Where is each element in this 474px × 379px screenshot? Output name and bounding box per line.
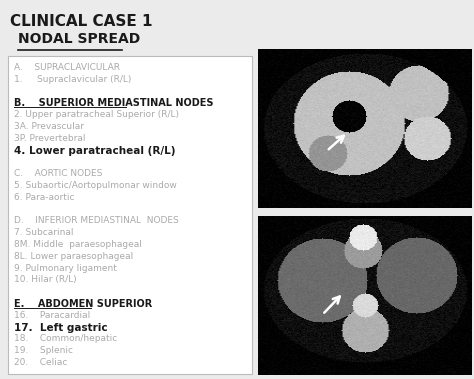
Text: NODAL SPREAD: NODAL SPREAD bbox=[18, 32, 140, 46]
Text: CLINICAL CASE 1: CLINICAL CASE 1 bbox=[10, 14, 153, 29]
Text: D.    INFERIOR MEDIASTINAL  NODES: D. INFERIOR MEDIASTINAL NODES bbox=[14, 216, 179, 226]
Text: 1.     Supraclavicular (R/L): 1. Supraclavicular (R/L) bbox=[14, 75, 131, 84]
Text: 4. Lower paratracheal (R/L): 4. Lower paratracheal (R/L) bbox=[14, 146, 175, 156]
Text: C.    AORTIC NODES: C. AORTIC NODES bbox=[14, 169, 102, 178]
Text: E.    ABDOMEN SUPERIOR: E. ABDOMEN SUPERIOR bbox=[14, 299, 152, 309]
Text: 2. Upper paratracheal Superior (R/L): 2. Upper paratracheal Superior (R/L) bbox=[14, 110, 179, 119]
Text: 10. Hilar (R/L): 10. Hilar (R/L) bbox=[14, 276, 77, 284]
Text: A.    SUPRACLAVICULAR: A. SUPRACLAVICULAR bbox=[14, 63, 120, 72]
Text: B.    SUPERIOR MEDIASTINAL NODES: B. SUPERIOR MEDIASTINAL NODES bbox=[14, 99, 213, 108]
Text: 19.    Splenic: 19. Splenic bbox=[14, 346, 73, 355]
Text: 6. Para-aortic: 6. Para-aortic bbox=[14, 193, 74, 202]
Bar bbox=[8, 56, 252, 374]
Text: 3P. Prevertebral: 3P. Prevertebral bbox=[14, 134, 85, 143]
Text: 9. Pulmonary ligament: 9. Pulmonary ligament bbox=[14, 264, 117, 273]
Text: 20.    Celiac: 20. Celiac bbox=[14, 358, 67, 367]
Text: 8L. Lower paraesophageal: 8L. Lower paraesophageal bbox=[14, 252, 133, 261]
Text: 5. Subaortic/Aortopulmonar window: 5. Subaortic/Aortopulmonar window bbox=[14, 181, 177, 190]
Text: 3A. Prevascular: 3A. Prevascular bbox=[14, 122, 84, 131]
Text: 8M. Middle  paraesophageal: 8M. Middle paraesophageal bbox=[14, 240, 142, 249]
Text: 7. Subcarinal: 7. Subcarinal bbox=[14, 228, 73, 237]
Text: 16.    Paracardial: 16. Paracardial bbox=[14, 311, 90, 320]
Text: 18.    Common/hepatic: 18. Common/hepatic bbox=[14, 334, 117, 343]
Text: 17.  Left gastric: 17. Left gastric bbox=[14, 323, 108, 333]
